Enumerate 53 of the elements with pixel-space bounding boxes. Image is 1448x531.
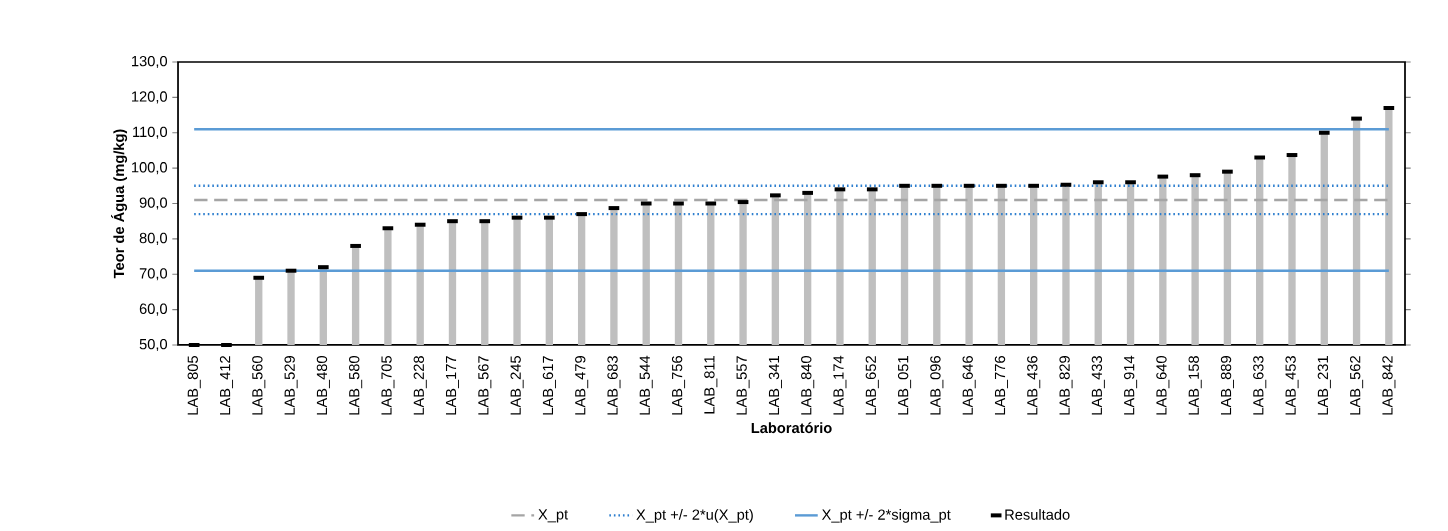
- x-tick-label: LAB_480: [316, 355, 330, 415]
- x-tick-label: LAB_557: [736, 356, 750, 415]
- x-tick-label: LAB_829: [1059, 356, 1073, 415]
- x-tick-label: LAB_567: [478, 356, 492, 415]
- x-tick-label: LAB_544: [639, 355, 653, 415]
- x-tick-label: LAB_805: [187, 356, 201, 415]
- x-tick-label: LAB_756: [671, 356, 686, 415]
- y-tick-label: 70,0: [139, 268, 168, 281]
- x-axis-title: Laboratório: [751, 422, 832, 434]
- x-tick-label: LAB_341: [768, 356, 782, 415]
- x-tick-label: LAB_562: [1350, 356, 1364, 415]
- x-tick-label: LAB_840: [801, 355, 815, 415]
- x-tick-label: LAB_842: [1382, 356, 1396, 415]
- x-tick-label: LAB_245: [510, 356, 524, 415]
- y-axis-title: Teor de Água (mg/kg): [111, 129, 128, 279]
- y-tick-label: 90,0: [139, 197, 168, 210]
- x-tick-label: LAB_479: [575, 356, 589, 415]
- x-tick-label: LAB_158: [1188, 356, 1202, 415]
- x-tick-label: LAB_412: [219, 356, 234, 415]
- x-tick-label: LAB_776: [994, 356, 1008, 415]
- legend-label: Resultado: [1005, 509, 1070, 520]
- x-tick-label: LAB_617: [542, 356, 556, 415]
- legend-label: X_pt +/- 2*u(X_pt): [636, 509, 753, 523]
- legend-label: X_pt +/- 2*sigma_pt: [821, 509, 951, 523]
- y-tick-label: 100,0: [132, 162, 168, 175]
- y-tick-label: 60,0: [139, 303, 168, 316]
- x-tick-label: LAB_646: [962, 356, 976, 415]
- x-tick-label: LAB_177: [445, 356, 459, 415]
- x-tick-label: LAB_174: [833, 355, 847, 415]
- x-tick-label: LAB_811: [704, 356, 718, 414]
- x-tick-label: LAB_633: [1253, 356, 1267, 415]
- x-tick-label: LAB_228: [413, 356, 427, 415]
- x-tick-label: LAB_652: [865, 356, 879, 415]
- x-tick-label: LAB_560: [252, 355, 266, 415]
- x-tick-label: LAB_640: [1156, 355, 1170, 415]
- legend-label: X_pt: [538, 509, 569, 523]
- x-tick-label: LAB_580: [349, 355, 363, 415]
- x-tick-label: LAB_889: [1220, 356, 1234, 415]
- y-tick-label: 80,0: [139, 232, 168, 245]
- x-tick-label: LAB_433: [1091, 356, 1105, 415]
- y-tick-label: 110,0: [133, 126, 168, 139]
- x-tick-label: LAB_705: [381, 356, 395, 415]
- x-tick-label: LAB_914: [1123, 355, 1138, 415]
- x-tick-label: LAB_529: [284, 356, 298, 415]
- x-tick-label: LAB_231: [1317, 356, 1331, 415]
- y-tick-label: 120,0: [132, 91, 168, 104]
- y-tick-label: 50,0: [139, 338, 168, 352]
- y-tick-label: 130,0: [132, 55, 168, 69]
- x-tick-label: LAB_096: [930, 356, 944, 415]
- x-tick-label: LAB_683: [607, 356, 621, 415]
- x-tick-label: LAB_051: [897, 356, 912, 415]
- x-tick-label: LAB_453: [1285, 356, 1299, 415]
- x-tick-label: LAB_436: [1027, 356, 1041, 415]
